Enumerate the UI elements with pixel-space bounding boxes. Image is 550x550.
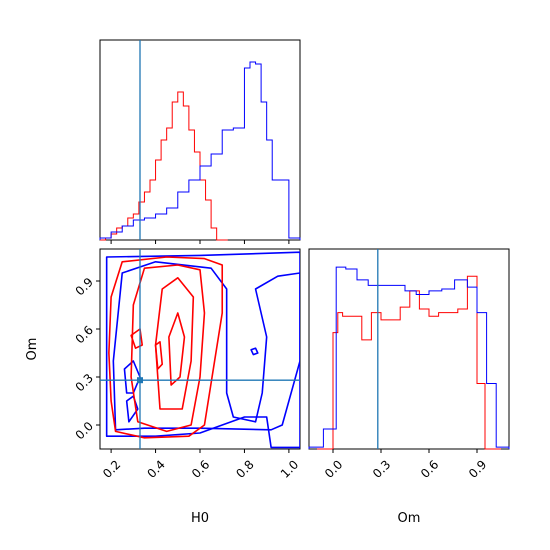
contour-red-level: [130, 264, 206, 433]
contour-red-level: [168, 312, 186, 386]
contour-ytick-label: 0.0: [73, 419, 96, 442]
contour-xtick-label: 0.6: [189, 457, 212, 480]
contour-lines: [100, 249, 300, 449]
contour-xtick-label: 0.8: [233, 457, 256, 480]
contour-ytick-label: 0.9: [73, 275, 96, 298]
contour-xtick-label: 0.2: [100, 457, 123, 480]
hist-om-xlabel: Om: [398, 511, 421, 526]
hist-h0-series-blue: [99, 61, 301, 240]
hist-om-panel: 0.0 0.3 0.6 0.9 Om: [308, 248, 510, 526]
contour-xtick-label: 1.0: [278, 457, 301, 480]
contour-red-level: [154, 277, 195, 410]
hist-om-xtick-label: 0.6: [418, 457, 441, 480]
hist-h0-ticks: [110, 240, 290, 244]
contour-blue-level: [250, 347, 259, 356]
hist-om-series-blue: [308, 266, 510, 449]
hist-om-xtick-label: 0.3: [370, 457, 393, 480]
hist-om-xtick-label: 0.0: [322, 457, 345, 480]
contour-ytick-label: 0.6: [73, 323, 96, 346]
hist-om-marks: [308, 249, 510, 450]
contour-blue-level: [112, 261, 300, 431]
contour-red-level: [154, 341, 164, 370]
contour-ytick-label: 0.3: [73, 371, 96, 394]
contour-marks: [100, 249, 300, 449]
contour-truth-marker: [137, 377, 143, 384]
contour-blue-level: [123, 360, 141, 394]
hist-om-frame: [308, 248, 510, 450]
hist-om-series-red: [317, 275, 501, 450]
contour-panel: 0.2 0.4 0.6 0.8 1.0 0.0 0.3 0.6 0.9 H0 Om: [25, 248, 301, 526]
contour-xlabel: H0: [191, 511, 209, 526]
contour-red-level: [108, 256, 224, 439]
hist-om-xtick-label: 0.9: [466, 457, 489, 480]
contour-xtick-label: 0.4: [144, 457, 167, 480]
hist-om-ticks: 0.0 0.3 0.6 0.9: [322, 449, 489, 481]
hist-h0-panel: [99, 39, 301, 244]
contour-ylabel: Om: [25, 338, 40, 361]
hist-h0-marks: [99, 40, 301, 241]
